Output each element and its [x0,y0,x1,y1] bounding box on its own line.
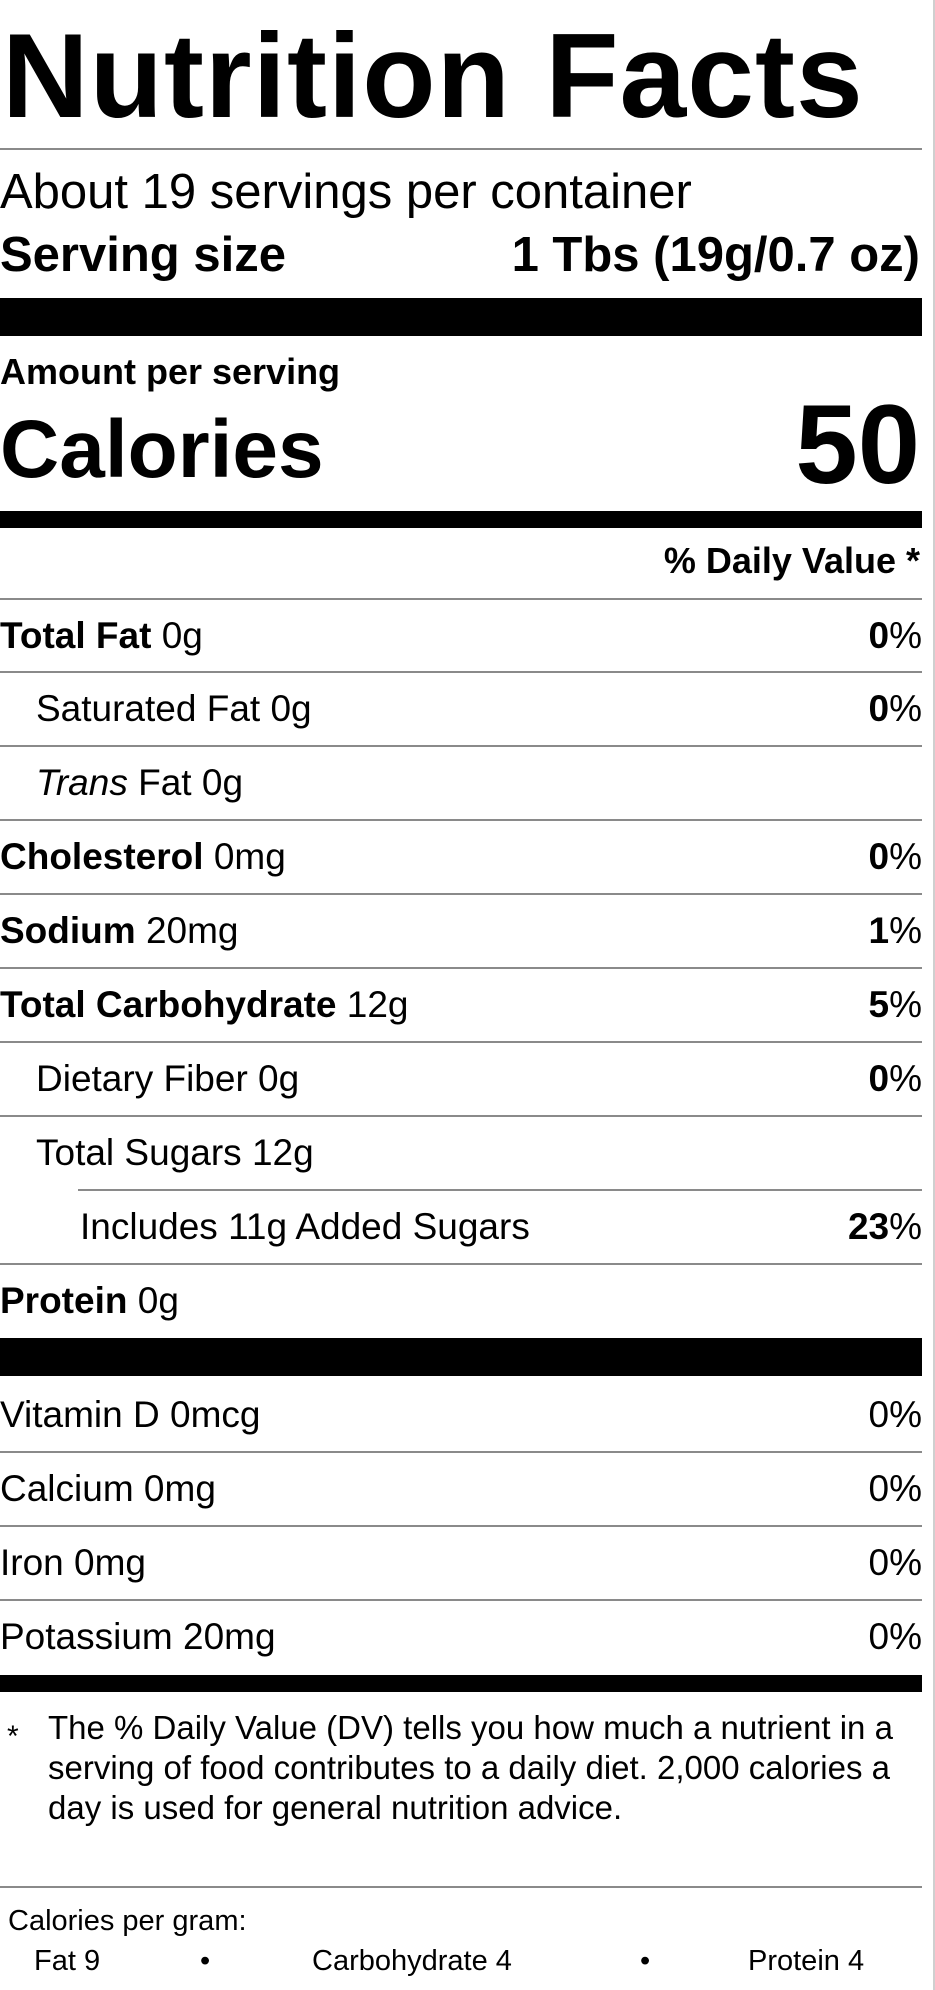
vitamin-percent: 0% [868,1394,922,1435]
nutrient-row-sodium: Sodium 20mg 1% [0,896,922,966]
divider [0,1041,922,1043]
footnote-asterisk: * [7,1720,19,1753]
vitamin-row-potassium: Potassium 20mg 0% [0,1602,922,1672]
vitamin-row-calcium: Calcium 0mg 0% [0,1454,922,1524]
vitamin-percent: 0% [868,1468,922,1509]
nutrient-percent: 0% [868,836,922,877]
nutrient-row-total-sugars: Total Sugars 12g [0,1118,922,1188]
nutrient-row-saturated-fat: Saturated Fat 0g 0% [0,674,922,744]
vitamin-name: Iron 0mg [0,1542,147,1583]
vitamin-name: Calcium 0mg [0,1468,216,1509]
divider [0,1886,922,1888]
nutrient-name: Cholesterol 0mg [0,836,286,877]
calories-per-gram-protein: Protein 4 [748,1945,865,1977]
divider [0,1115,922,1117]
nutrient-name: Protein 0g [0,1280,179,1321]
vitamin-row-vitamin-d: Vitamin D 0mcg 0% [0,1380,922,1450]
divider [0,671,922,673]
divider-indented [78,1189,922,1191]
nutrient-name: Sodium 20mg [0,910,239,951]
calories-value: 50 [795,382,920,507]
nutrient-name: Total Fat 0g [0,615,203,656]
nutrient-row-total-fat: Total Fat 0g 0% [0,601,922,671]
calories-per-gram-carbohydrate: Carbohydrate 4 [312,1945,512,1977]
divider [0,1263,922,1265]
thick-bar [0,1338,922,1376]
medium-bar [0,511,922,528]
nutrient-name: Total Sugars 12g [36,1132,314,1173]
bullet-separator: • [200,1945,211,1977]
divider [0,598,922,600]
nutrient-row-total-carbohydrate: Total Carbohydrate 12g 5% [0,970,922,1040]
nutrient-row-trans-fat: Trans Fat 0g [0,748,922,818]
vitamin-percent: 0% [868,1616,922,1657]
servings-per-container: About 19 servings per container [0,165,692,219]
vitamin-row-iron: Iron 0mg 0% [0,1528,922,1598]
vitamin-name: Vitamin D 0mcg [0,1394,261,1435]
nutrient-percent: 0% [868,688,922,729]
medium-bar [0,1675,922,1692]
nutrient-percent: 0% [868,1058,922,1099]
vitamin-name: Potassium 20mg [0,1616,276,1657]
nutrient-name: Total Carbohydrate 12g [0,984,409,1025]
nutrient-row-cholesterol: Cholesterol 0mg 0% [0,822,922,892]
nutrient-percent: 5% [868,984,922,1025]
serving-size-label: Serving size [0,228,286,282]
bullet-separator: • [640,1945,651,1977]
label-right-edge [933,0,935,1990]
serving-size-value: 1 Tbs (19g/0.7 oz) [511,228,920,282]
divider [0,148,922,150]
nutrient-name: Dietary Fiber 0g [36,1058,300,1099]
nutrient-row-protein: Protein 0g [0,1266,922,1336]
label-title: Nutrition Facts [2,9,864,143]
daily-value-header: % Daily Value * [663,540,920,581]
nutrient-row-added-sugars: Includes 11g Added Sugars 23% [0,1192,922,1262]
footnote-text: The % Daily Value (DV) tells you how muc… [48,1709,893,1826]
amount-per-serving: Amount per serving [0,351,341,392]
vitamin-percent: 0% [868,1542,922,1583]
nutrient-row-dietary-fiber: Dietary Fiber 0g 0% [0,1044,922,1114]
thick-bar [0,298,922,336]
calories-per-gram-fat: Fat 9 [34,1945,101,1977]
divider [0,819,922,821]
calories-per-gram-label: Calories per gram: [8,1905,247,1937]
nutrient-name: Includes 11g Added Sugars [80,1206,530,1247]
calories-label: Calories [0,404,324,495]
divider [0,967,922,969]
divider [0,1451,922,1453]
nutrient-percent: 0% [868,615,922,656]
divider [0,745,922,747]
nutrient-name: Trans Fat 0g [36,762,244,803]
nutrient-name: Saturated Fat 0g [36,688,312,729]
nutrient-percent: 1% [868,910,922,951]
divider [0,1525,922,1527]
divider [0,893,922,895]
nutrient-percent: 23% [847,1206,922,1247]
divider [0,1599,922,1601]
